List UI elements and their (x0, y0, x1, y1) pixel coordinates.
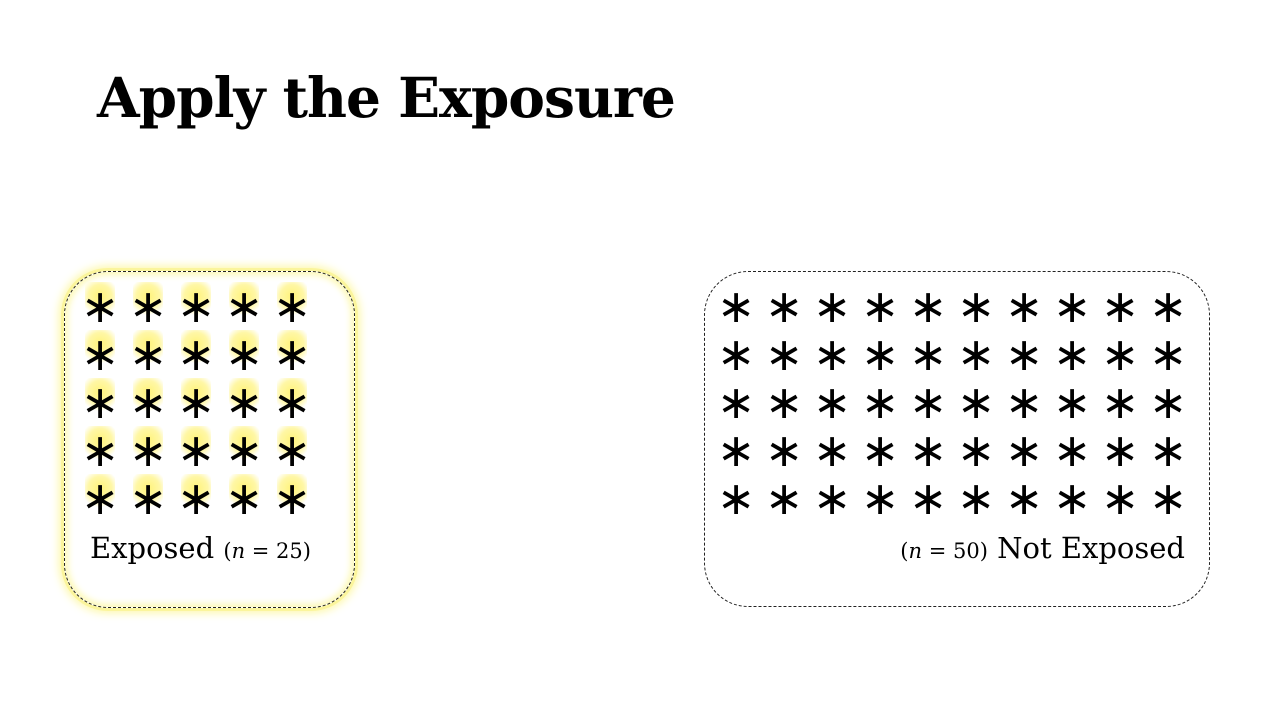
not-exposed-star-icon: ∗ (1052, 279, 1092, 333)
not-exposed-star-icon: ∗ (1100, 423, 1140, 477)
exposed-star-icon: ∗ (80, 375, 120, 429)
exposed-n-eq: = 25) (245, 539, 311, 563)
not-exposed-star-icon: ∗ (860, 327, 900, 381)
not-exposed-star-icon: ∗ (1004, 471, 1044, 525)
exposed-star-icon: ∗ (80, 423, 120, 477)
not-exposed-star-icon: ∗ (908, 279, 948, 333)
not-exposed-star-icon: ∗ (1148, 471, 1188, 525)
not-exposed-star-icon: ∗ (716, 327, 756, 381)
exposed-label-text: Exposed (90, 531, 215, 565)
exposed-star-icon: ∗ (80, 279, 120, 333)
not-exposed-star-icon: ∗ (764, 423, 804, 477)
not-exposed-star-icon: ∗ (956, 375, 996, 429)
exposed-star-icon: ∗ (128, 423, 168, 477)
exposed-group-box: ∗ ∗ ∗ ∗ ∗ ∗ ∗ ∗ ∗ ∗ ∗ ∗ ∗ ∗ ∗ ∗ ∗ ∗ ∗ ∗ ∗ ∗ ∗ ∗ ∗ Exposed (n = 2… (64, 271, 355, 608)
exposed-star-icon: ∗ (224, 471, 264, 525)
exposed-star-icon: ∗ (176, 375, 216, 429)
exposed-star-icon: ∗ (176, 423, 216, 477)
exposed-star-icon: ∗ (272, 279, 312, 333)
not-exposed-star-icon: ∗ (812, 375, 852, 429)
exposed-star-icon: ∗ (176, 471, 216, 525)
exposed-n-note: (n = 25) (223, 539, 311, 563)
not-exposed-star-icon: ∗ (956, 279, 996, 333)
not-exposed-star-grid: ∗ ∗ ∗ ∗ ∗ ∗ ∗ ∗ ∗ ∗ ∗ ∗ ∗ ∗ ∗ ∗ ∗ ∗ ∗ ∗ ∗ ∗ ∗ ∗ ∗ ∗ ∗ ∗ ∗ ∗ ∗ ∗ ∗ ∗ ∗ ∗ ∗ ∗ ∗ ∗… (716, 279, 1201, 525)
not-exposed-star-icon: ∗ (908, 471, 948, 525)
exposed-n-open: ( (223, 539, 232, 563)
not-exposed-star-icon: ∗ (764, 279, 804, 333)
not-exposed-label-text: Not Exposed (997, 531, 1185, 565)
not-exposed-star-icon: ∗ (1004, 423, 1044, 477)
exposed-star-icon: ∗ (272, 423, 312, 477)
not-exposed-star-icon: ∗ (1100, 279, 1140, 333)
not-exposed-star-icon: ∗ (1004, 375, 1044, 429)
exposed-star-icon: ∗ (224, 279, 264, 333)
not-exposed-star-icon: ∗ (908, 327, 948, 381)
not-exposed-star-icon: ∗ (812, 279, 852, 333)
not-exposed-star-icon: ∗ (1100, 471, 1140, 525)
not-exposed-n-var: n (908, 539, 923, 563)
not-exposed-star-icon: ∗ (1100, 375, 1140, 429)
exposed-star-icon: ∗ (272, 471, 312, 525)
not-exposed-star-icon: ∗ (908, 423, 948, 477)
not-exposed-star-icon: ∗ (1052, 423, 1092, 477)
not-exposed-star-icon: ∗ (1052, 327, 1092, 381)
exposed-star-icon: ∗ (128, 471, 168, 525)
exposed-star-icon: ∗ (224, 327, 264, 381)
exposed-star-icon: ∗ (272, 375, 312, 429)
not-exposed-star-icon: ∗ (860, 423, 900, 477)
not-exposed-star-icon: ∗ (860, 279, 900, 333)
not-exposed-star-icon: ∗ (716, 279, 756, 333)
exposed-label: Exposed (n = 25) (90, 534, 311, 563)
exposed-star-icon: ∗ (128, 375, 168, 429)
exposed-n-var: n (231, 539, 246, 563)
not-exposed-star-icon: ∗ (1148, 423, 1188, 477)
not-exposed-star-icon: ∗ (716, 375, 756, 429)
not-exposed-star-icon: ∗ (1052, 375, 1092, 429)
not-exposed-star-icon: ∗ (860, 375, 900, 429)
exposed-star-icon: ∗ (80, 471, 120, 525)
not-exposed-label: (n = 50) Not Exposed (900, 534, 1185, 563)
exposed-star-icon: ∗ (272, 327, 312, 381)
exposed-star-icon: ∗ (128, 279, 168, 333)
not-exposed-star-icon: ∗ (1052, 471, 1092, 525)
not-exposed-star-icon: ∗ (908, 375, 948, 429)
not-exposed-star-icon: ∗ (716, 471, 756, 525)
exposed-star-icon: ∗ (80, 327, 120, 381)
exposed-star-grid: ∗ ∗ ∗ ∗ ∗ ∗ ∗ ∗ ∗ ∗ ∗ ∗ ∗ ∗ ∗ ∗ ∗ ∗ ∗ ∗ ∗ ∗ ∗ ∗ ∗ (80, 279, 325, 525)
exposed-star-icon: ∗ (176, 279, 216, 333)
not-exposed-star-icon: ∗ (860, 471, 900, 525)
not-exposed-star-icon: ∗ (1100, 327, 1140, 381)
not-exposed-star-icon: ∗ (1148, 327, 1188, 381)
not-exposed-star-icon: ∗ (956, 471, 996, 525)
not-exposed-star-icon: ∗ (812, 327, 852, 381)
not-exposed-star-icon: ∗ (716, 423, 756, 477)
not-exposed-star-icon: ∗ (1148, 279, 1188, 333)
exposed-star-icon: ∗ (176, 327, 216, 381)
exposed-star-icon: ∗ (224, 375, 264, 429)
not-exposed-star-icon: ∗ (1148, 375, 1188, 429)
not-exposed-group-box: ∗ ∗ ∗ ∗ ∗ ∗ ∗ ∗ ∗ ∗ ∗ ∗ ∗ ∗ ∗ ∗ ∗ ∗ ∗ ∗ ∗ ∗ ∗ ∗ ∗ ∗ ∗ ∗ ∗ ∗ ∗ ∗ ∗ ∗ ∗ ∗ ∗ ∗ ∗ ∗… (704, 271, 1210, 607)
not-exposed-n-eq: = 50) (922, 539, 988, 563)
not-exposed-star-icon: ∗ (956, 423, 996, 477)
not-exposed-star-icon: ∗ (764, 375, 804, 429)
exposed-star-icon: ∗ (224, 423, 264, 477)
not-exposed-star-icon: ∗ (1004, 279, 1044, 333)
not-exposed-star-icon: ∗ (812, 471, 852, 525)
not-exposed-star-icon: ∗ (764, 471, 804, 525)
exposed-star-icon: ∗ (128, 327, 168, 381)
not-exposed-n-open: ( (900, 539, 909, 563)
not-exposed-star-icon: ∗ (764, 327, 804, 381)
not-exposed-star-icon: ∗ (1004, 327, 1044, 381)
slide-title: Apply the Exposure (97, 65, 676, 130)
not-exposed-n-note: (n = 50) (900, 539, 988, 563)
not-exposed-star-icon: ∗ (956, 327, 996, 381)
not-exposed-star-icon: ∗ (812, 423, 852, 477)
